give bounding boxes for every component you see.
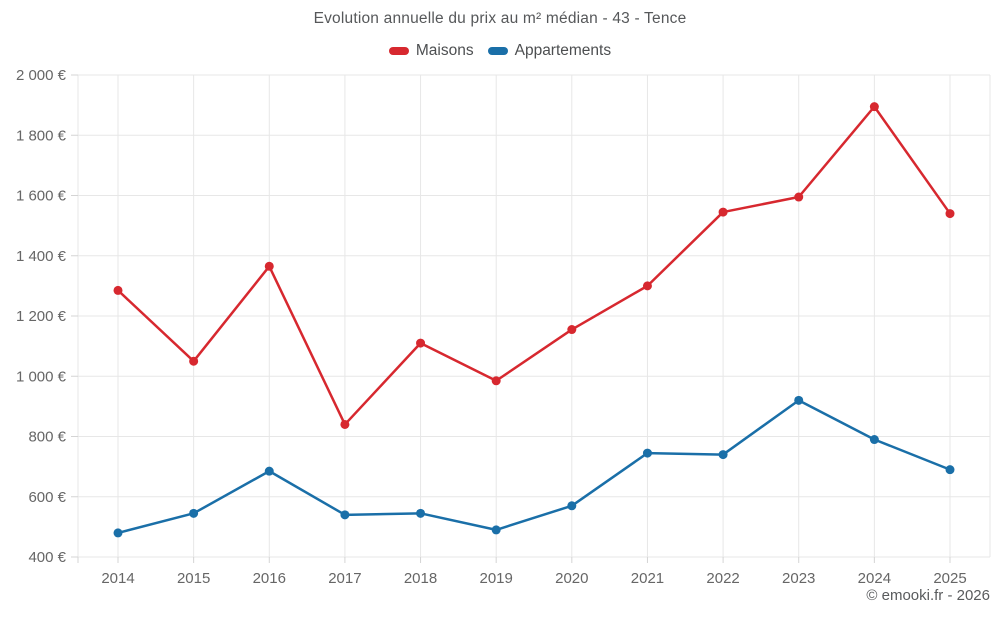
legend-item-maisons[interactable]: Maisons (388, 42, 474, 60)
legend-swatch-appartements-icon (487, 47, 508, 55)
data-point-appartements-2018 (416, 508, 426, 518)
data-point-appartements-2023 (794, 395, 804, 405)
x-axis-tick-label: 2016 (253, 570, 286, 587)
legend-swatch-maisons-icon (388, 47, 409, 55)
x-axis-tick-label: 2019 (479, 570, 512, 587)
data-point-appartements-2019 (491, 525, 501, 535)
data-point-maisons-2018 (416, 338, 426, 348)
data-point-maisons-2025 (945, 209, 955, 219)
series-line-maisons (116, 105, 952, 426)
legend-label-appartements: Appartements (514, 42, 612, 59)
data-point-maisons-2023 (794, 192, 804, 202)
x-axis-tick-label: 2017 (328, 570, 361, 587)
y-axis-tick-label: 1 000 € (16, 368, 67, 385)
x-axis-tick-label: 2015 (177, 570, 210, 587)
x-axis-tick-label: 2022 (706, 570, 739, 587)
data-point-appartements-2022 (718, 450, 728, 460)
watermark: © emooki.fr - 2026 (866, 587, 990, 604)
x-axis-tick-label: 2018 (404, 570, 437, 587)
data-point-appartements-2021 (642, 448, 652, 458)
legend-item-appartements[interactable]: Appartements (487, 42, 612, 60)
y-axis-tick-label: 600 € (28, 489, 66, 506)
data-point-maisons-2017 (340, 419, 350, 429)
y-axis-tick-label: 1 200 € (16, 308, 67, 325)
x-axis-tick-label: 2021 (631, 570, 664, 587)
chart-title: Evolution annuelle du prix au m² médian … (313, 10, 687, 27)
x-axis-tick-label: 2020 (555, 570, 588, 587)
chart-legend: Maisons Appartements (0, 42, 1000, 60)
data-point-maisons-2022 (718, 207, 728, 217)
legend-label-maisons: Maisons (415, 42, 474, 59)
y-axis-tick-label: 1 400 € (16, 248, 67, 265)
data-point-maisons-2020 (567, 325, 577, 335)
data-point-maisons-2024 (869, 102, 879, 112)
data-point-appartements-2017 (340, 510, 350, 520)
data-point-maisons-2021 (642, 281, 652, 291)
data-point-maisons-2019 (491, 376, 501, 386)
y-axis-tick-label: 400 € (28, 549, 66, 566)
data-point-maisons-2015 (189, 356, 199, 366)
data-point-appartements-2025 (945, 465, 955, 475)
data-point-maisons-2016 (264, 261, 274, 271)
data-point-maisons-2014 (113, 285, 123, 295)
x-axis-tick-label: 2023 (782, 570, 815, 587)
data-point-appartements-2014 (113, 528, 123, 538)
y-axis-tick-label: 1 800 € (16, 127, 67, 144)
y-axis-tick-label: 1 600 € (16, 188, 67, 205)
x-axis-tick-label: 2024 (858, 570, 891, 587)
data-point-appartements-2016 (264, 466, 274, 476)
y-axis-tick-label: 800 € (28, 429, 66, 446)
series-line-appartements (116, 399, 952, 535)
data-point-appartements-2015 (189, 508, 199, 518)
y-axis-tick-label: 2 000 € (16, 67, 67, 84)
x-axis-tick-label: 2025 (933, 570, 966, 587)
x-axis-tick-label: 2014 (101, 570, 134, 587)
data-point-appartements-2024 (869, 435, 879, 445)
data-point-appartements-2020 (567, 501, 577, 511)
